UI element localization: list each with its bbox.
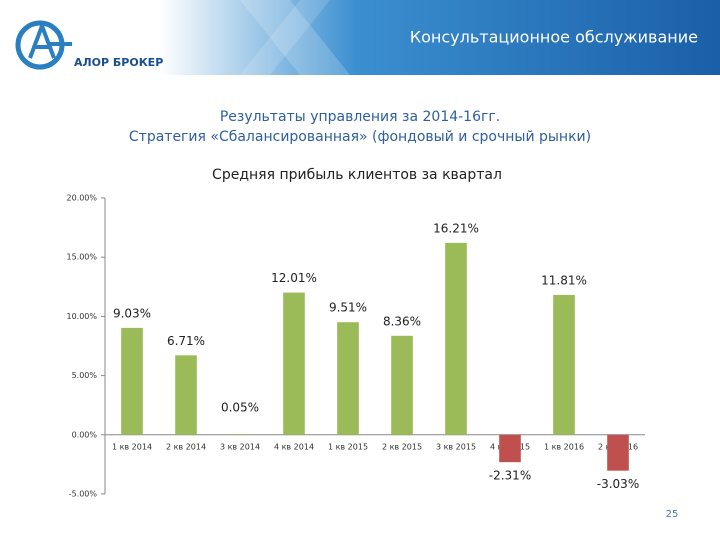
header-banner bbox=[160, 0, 720, 75]
value-label: 0.05% bbox=[221, 401, 259, 415]
value-label: -2.31% bbox=[489, 469, 531, 483]
x-tick-label: 4 кв 2014 bbox=[274, 442, 314, 451]
banner-stripe bbox=[240, 0, 350, 75]
subtitle: Результаты управления за 2014-16гг. bbox=[220, 109, 500, 125]
y-tick-label: 0.00% bbox=[72, 430, 98, 439]
x-tick-label: 3 кв 2015 bbox=[436, 442, 476, 451]
value-label: 9.03% bbox=[113, 306, 151, 320]
bar bbox=[391, 335, 413, 435]
value-label: 16.21% bbox=[433, 221, 479, 235]
x-tick-label: 1 кв 2016 bbox=[544, 442, 584, 451]
bar bbox=[121, 327, 143, 435]
y-tick-label: 5.00% bbox=[72, 371, 98, 380]
x-tick-label: 1 кв 2014 bbox=[112, 442, 152, 451]
bar bbox=[283, 292, 305, 435]
bar bbox=[445, 242, 467, 435]
bar bbox=[607, 434, 629, 471]
bar bbox=[337, 322, 359, 435]
x-tick-label: 2 кв 2015 bbox=[382, 442, 422, 451]
subtitle: Стратегия «Сбалансированная» (фондовый и… bbox=[129, 129, 591, 145]
y-tick-label: 10.00% bbox=[66, 312, 97, 321]
value-label: 6.71% bbox=[167, 334, 205, 348]
chart-title: Средняя прибыль клиентов за квартал bbox=[212, 167, 502, 183]
logo-letter bbox=[28, 20, 56, 59]
logo: АЛОР БРОКЕР bbox=[15, 20, 163, 70]
x-tick-label: 3 кв 2014 bbox=[220, 442, 260, 451]
banner-stripe bbox=[240, 0, 330, 75]
y-tick-label: 20.00% bbox=[66, 194, 97, 203]
value-label: 9.51% bbox=[329, 301, 367, 315]
value-label: 11.81% bbox=[541, 273, 587, 287]
bar bbox=[229, 434, 251, 435]
y-tick-label: 15.00% bbox=[66, 253, 97, 262]
bar bbox=[175, 355, 197, 435]
logo-text: АЛОР БРОКЕР bbox=[74, 56, 163, 69]
page-number: 25 bbox=[666, 509, 679, 520]
y-tick-label: -5.00% bbox=[69, 490, 98, 499]
x-tick-label: 2 кв 2014 bbox=[166, 442, 206, 451]
header-title: Консультационное обслуживание bbox=[410, 28, 698, 47]
value-label: 8.36% bbox=[383, 314, 421, 328]
logo-bar bbox=[50, 42, 72, 46]
x-tick-label: 1 кв 2015 bbox=[328, 442, 368, 451]
value-label: -3.03% bbox=[597, 477, 639, 491]
value-label: 12.01% bbox=[271, 271, 317, 285]
bar bbox=[499, 434, 521, 463]
bar bbox=[553, 294, 575, 435]
